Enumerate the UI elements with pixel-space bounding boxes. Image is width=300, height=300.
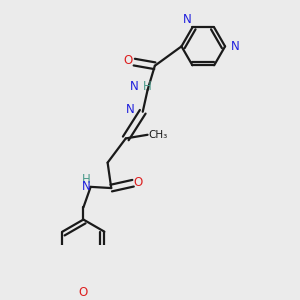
Text: N: N — [230, 40, 239, 53]
Text: N: N — [81, 180, 90, 194]
Text: O: O — [134, 176, 143, 188]
Text: O: O — [79, 286, 88, 299]
Text: N: N — [183, 13, 192, 26]
Text: N: N — [130, 80, 139, 93]
Text: H: H — [143, 80, 152, 93]
Text: O: O — [124, 54, 133, 68]
Text: H: H — [81, 173, 90, 186]
Text: N: N — [126, 103, 135, 116]
Text: CH₃: CH₃ — [149, 130, 168, 140]
